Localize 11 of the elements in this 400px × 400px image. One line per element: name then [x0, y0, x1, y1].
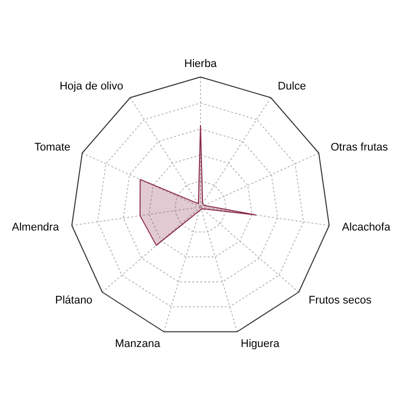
spoke-label: Plátano	[55, 294, 92, 307]
spoke-label: Alcachofa	[342, 221, 392, 234]
spoke-label: Manzana	[114, 338, 162, 350]
spoke-label: Hoja de olivo	[60, 80, 124, 93]
spoke-label: Tomate	[34, 142, 70, 154]
spoke-label: Hierba	[184, 58, 218, 70]
spoke-label: Frutos secos	[308, 294, 372, 307]
spoke-label: Otras frutas	[330, 142, 389, 154]
spoke-label: Dulce	[278, 80, 306, 93]
spoke-label: Higuera	[240, 338, 280, 350]
spoke-label: Almendra	[12, 221, 60, 234]
